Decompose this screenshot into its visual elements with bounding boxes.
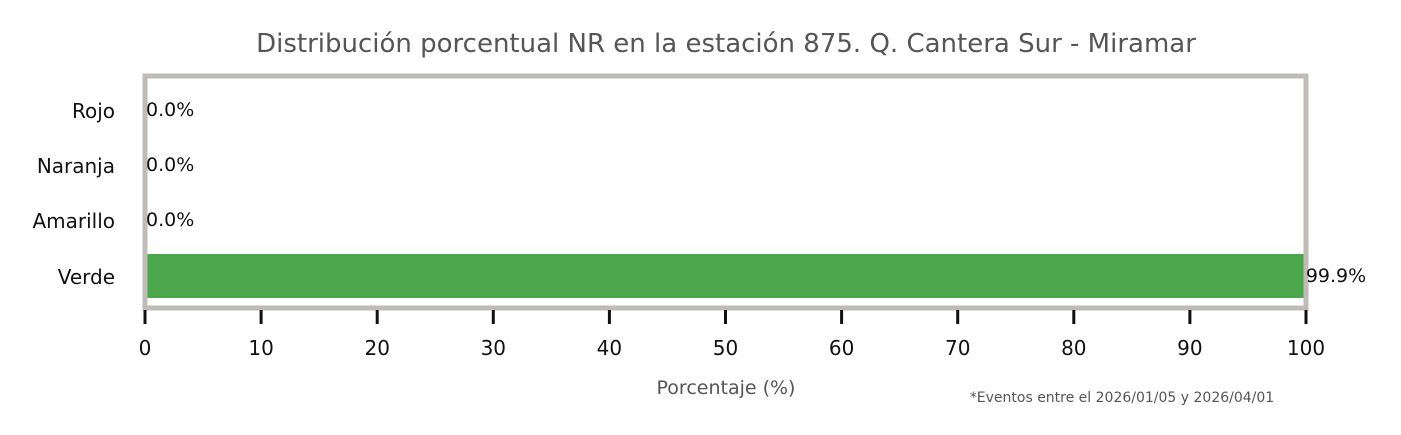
- footnote: *Eventos entre el 2026/01/05 y 2026/04/0…: [970, 390, 1274, 406]
- x-tick-label: 20: [364, 336, 389, 360]
- x-tick-label: 40: [597, 336, 622, 360]
- x-axis-label: Porcentaje (%): [657, 377, 796, 399]
- plot-frame: [142, 73, 1309, 311]
- x-tick-label: 30: [481, 336, 506, 360]
- x-tick-label: 90: [1177, 336, 1202, 360]
- x-axis-ticks: 0 10 20 30 40 50 60 70 80 90 100: [139, 310, 1325, 360]
- chart-title: Distribución porcentual NR en la estació…: [256, 29, 1196, 59]
- category-labels: Rojo Naranja Amarillo Verde: [32, 99, 115, 289]
- x-tick-label: 80: [1061, 336, 1086, 360]
- bar-verde: [145, 254, 1305, 298]
- x-tick-label: 70: [945, 336, 970, 360]
- category-label-amarillo: Amarillo: [32, 209, 115, 233]
- category-label-naranja: Naranja: [37, 154, 115, 178]
- x-tick-label: 60: [829, 336, 854, 360]
- value-label-naranja: 0.0%: [146, 154, 194, 176]
- value-labels: 0.0% 0.0% 0.0% 99.9%: [146, 99, 1366, 287]
- category-label-rojo: Rojo: [72, 99, 115, 123]
- value-label-rojo: 0.0%: [146, 99, 194, 121]
- bars-group: [145, 254, 1305, 298]
- x-tick-label: 50: [713, 336, 738, 360]
- x-tick-label: 10: [248, 336, 273, 360]
- x-tick-label: 0: [139, 336, 152, 360]
- x-tick-label: 100: [1287, 336, 1325, 360]
- category-label-verde: Verde: [58, 265, 115, 289]
- value-label-verde: 99.9%: [1306, 265, 1366, 287]
- value-label-amarillo: 0.0%: [146, 209, 194, 231]
